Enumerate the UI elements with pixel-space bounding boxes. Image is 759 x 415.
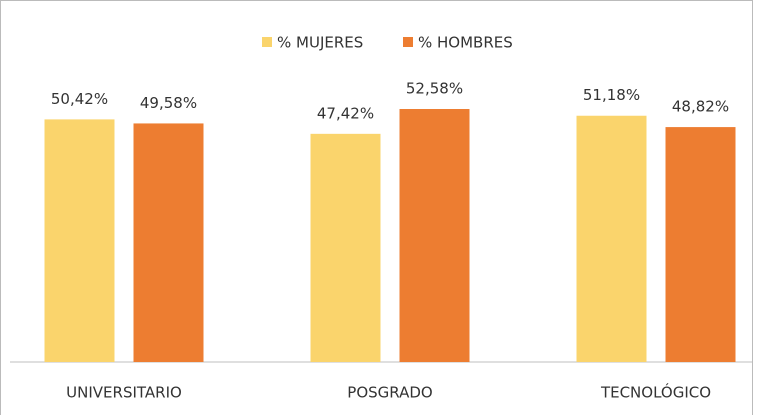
- data-label: 52,58%: [406, 80, 463, 98]
- bar: [310, 133, 381, 362]
- x-tick-label: TECNOLÓGICO: [600, 383, 711, 402]
- legend-swatch: [262, 37, 272, 47]
- legend-label: % MUJERES: [277, 34, 363, 52]
- bar: [133, 123, 204, 362]
- bar: [44, 119, 115, 362]
- x-tick-label: POSGRADO: [347, 384, 432, 402]
- data-label: 51,18%: [583, 86, 640, 104]
- data-label: 49,58%: [140, 94, 197, 112]
- data-label: 48,82%: [672, 98, 729, 116]
- bar: [576, 115, 647, 362]
- legend-label: % HOMBRES: [418, 34, 513, 52]
- bar: [399, 109, 470, 362]
- bar: [665, 127, 736, 363]
- data-label: 50,42%: [51, 90, 108, 108]
- legend-swatch: [403, 37, 413, 47]
- data-label: 47,42%: [317, 104, 374, 122]
- x-tick-label: UNIVERSITARIO: [66, 384, 182, 402]
